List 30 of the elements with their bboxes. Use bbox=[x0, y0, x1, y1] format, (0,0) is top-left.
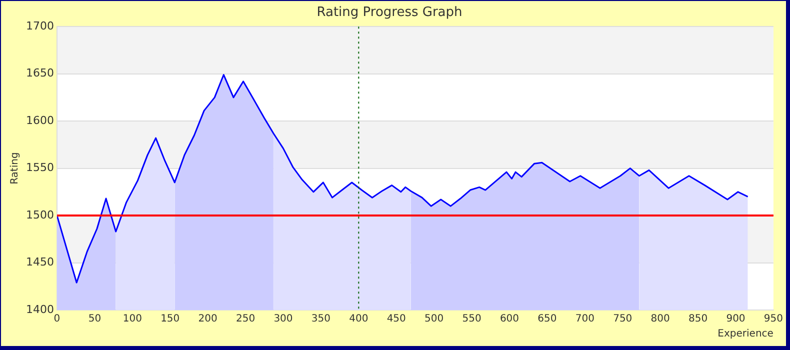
x-tick-label: 150 bbox=[160, 314, 180, 325]
y-tick-label: 1700 bbox=[26, 19, 54, 32]
x-tick-label: 800 bbox=[650, 314, 670, 325]
chart-title: Rating Progress Graph bbox=[316, 5, 462, 20]
x-tick-label: 750 bbox=[613, 314, 632, 325]
y-tick-label: 1550 bbox=[26, 161, 54, 174]
x-tick-label: 350 bbox=[311, 314, 330, 325]
x-tick-label: 300 bbox=[274, 314, 293, 325]
x-tick-label: 650 bbox=[538, 314, 557, 325]
x-tick-label: 400 bbox=[349, 314, 368, 325]
x-tick-label: 850 bbox=[688, 314, 708, 325]
x-tick-label: 0 bbox=[54, 314, 60, 325]
y-tick-label: 1400 bbox=[26, 302, 54, 316]
y-tick-label: 1500 bbox=[26, 208, 54, 222]
y-tick-label: 1650 bbox=[26, 66, 54, 80]
x-tick-label: 600 bbox=[500, 314, 520, 325]
y-tick-label: 1600 bbox=[26, 114, 54, 127]
x-tick-label: 550 bbox=[462, 314, 482, 325]
x-tick-label: 50 bbox=[88, 314, 102, 325]
x-tick-label: 900 bbox=[726, 314, 746, 325]
x-tick-label: 500 bbox=[424, 314, 444, 325]
x-axis-title: Experience bbox=[718, 328, 774, 340]
y-axis-title: Rating bbox=[10, 152, 21, 184]
x-tick-label: 200 bbox=[198, 314, 218, 325]
x-tick-label: 250 bbox=[236, 314, 256, 325]
x-tick-label: 450 bbox=[386, 314, 406, 325]
x-tick-label: 700 bbox=[575, 314, 594, 325]
y-tick-label: 1450 bbox=[26, 256, 54, 269]
x-tick-label: 950 bbox=[764, 314, 784, 325]
x-tick-label: 100 bbox=[122, 314, 142, 325]
